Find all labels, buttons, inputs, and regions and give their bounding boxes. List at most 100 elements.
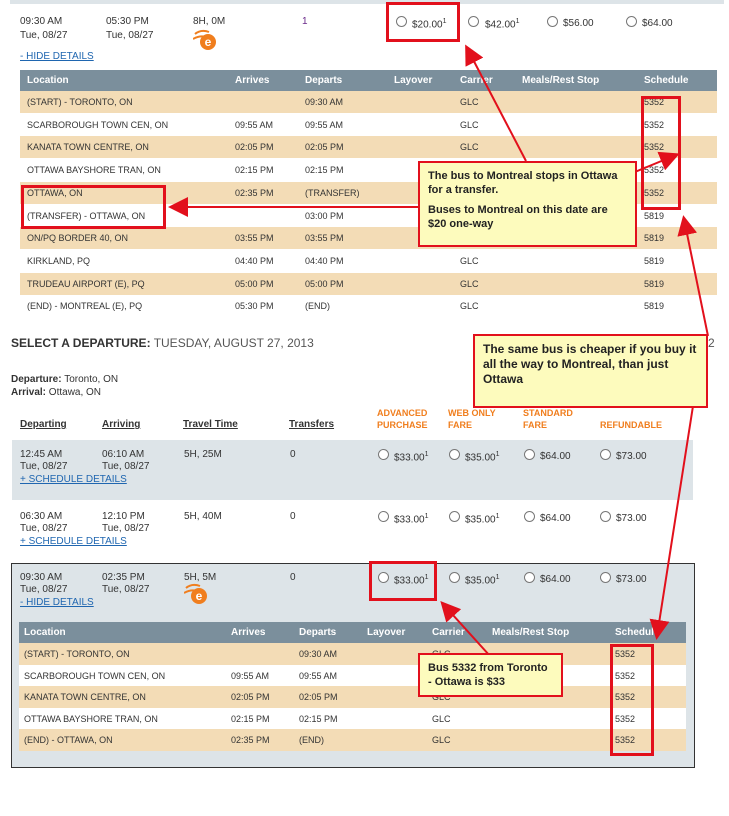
cell-departs: 05:00 PM <box>305 278 344 289</box>
fare-radio[interactable] <box>524 511 535 522</box>
top-fare-radio-2[interactable] <box>468 16 479 27</box>
cell-arrives: 05:30 PM <box>235 301 274 312</box>
cell-arrives: 02:05 PM <box>231 692 270 703</box>
top-fare-price-4: $64.00 <box>642 18 673 29</box>
cell-departs: 02:15 PM <box>299 713 338 724</box>
fare-radio[interactable] <box>524 449 535 460</box>
option-depart-time: 06:30 AM <box>20 511 63 522</box>
option-depart-date: Tue, 08/27 <box>20 584 68 595</box>
fare-radio[interactable] <box>600 511 611 522</box>
sort-arriving[interactable]: Arriving <box>102 419 141 430</box>
fare-radio[interactable] <box>449 572 460 583</box>
cell-arrives: 03:55 PM <box>235 233 274 244</box>
top-fare-price-1: $20.001 <box>412 18 447 31</box>
option-travel-time: 5H, 5M <box>184 572 217 583</box>
top-fare-radio-1[interactable] <box>396 16 407 27</box>
top-hide-details-link[interactable]: - HIDE DETAILS <box>20 51 94 62</box>
top-schedule-row: (END) - MONTREAL (E), PQ 05:30 PM (END) GLC… <box>20 295 717 318</box>
fare-price: $73.00 <box>616 513 647 524</box>
option-arrive-time: 02:35 PM <box>102 572 145 583</box>
cell-carrier: GLC <box>460 278 479 289</box>
option-depart-time: 09:30 AM <box>20 572 63 583</box>
top-arrive-time: 05:30 PM <box>106 16 149 27</box>
cell-carrier: GLC <box>460 119 479 130</box>
col-schedule: Schedule <box>644 75 689 86</box>
cell-location: (TRANSFER) - OTTAWA, ON <box>27 210 146 221</box>
option-arrive-date: Tue, 08/27 <box>102 584 150 595</box>
cell-departs: 09:55 AM <box>299 670 338 681</box>
cell-departs: 09:30 AM <box>299 649 338 659</box>
top-schedule-row: SCARBOROUGH TOWN CEN, ON 09:55 AM 09:55 AM… <box>20 113 717 136</box>
top-schedule-row: KANATA TOWN CENTRE, ON 02:05 PM 02:05 PM GL… <box>20 136 717 159</box>
cell-departs: (END) <box>305 301 330 312</box>
cell-carrier: GLC <box>432 713 451 724</box>
cell-location: SCARBOROUGH TOWN CEN, ON <box>24 670 166 681</box>
top-depart-time: 09:30 AM <box>20 16 63 27</box>
col-location: Location <box>24 627 66 638</box>
top-fare-radio-3[interactable] <box>547 16 558 27</box>
fare-radio[interactable] <box>524 572 535 583</box>
cell-carrier: GLC <box>460 301 479 312</box>
top-option-panel <box>10 0 724 72</box>
cell-carrier: GLC <box>432 692 451 703</box>
callout-cheaper: The same bus is cheaper if you buy it al… <box>473 334 708 408</box>
fare-refundable-header: REFUNDABLE <box>600 420 662 430</box>
option-depart-date: Tue, 08/27 <box>20 461 68 472</box>
fare-radio[interactable] <box>449 449 460 460</box>
col-departs: Departs <box>299 627 337 638</box>
fare-radio[interactable] <box>378 449 389 460</box>
cell-departs: 03:55 PM <box>305 233 344 244</box>
col-arrives: Arrives <box>235 75 270 86</box>
cell-location: (END) - OTTAWA, ON <box>24 735 113 746</box>
top-arrive-date: Tue, 08/27 <box>106 30 154 41</box>
top-fare-price-3: $56.00 <box>563 18 594 29</box>
cell-arrives: 09:55 AM <box>235 119 274 130</box>
cell-carrier: GLC <box>460 142 479 153</box>
top-schedule-header: Location Arrives Departs Layover Carrier… <box>20 70 717 91</box>
option-details-link[interactable]: + SCHEDULE DETAILS <box>20 474 127 485</box>
sort-transfers[interactable]: Transfers <box>289 419 335 430</box>
callout-transfer: The bus to Montreal stops in Ottawa for … <box>418 161 637 247</box>
cell-schedule: 5352 <box>615 649 636 659</box>
bottom-schedule-header: Location Arrives Departs Layover Carrier… <box>19 622 686 643</box>
cell-arrives: 02:35 PM <box>235 187 274 198</box>
col-carrier: Carrier <box>460 75 493 86</box>
col-meals: Meals/Rest Stop <box>492 627 570 638</box>
col-arrives: Arrives <box>231 627 266 638</box>
option-arrive-time: 12:10 PM <box>102 511 145 522</box>
top-transfers: 1 <box>302 16 308 27</box>
option-details-link[interactable]: + SCHEDULE DETAILS <box>20 536 127 547</box>
option-details-link[interactable]: - HIDE DETAILS <box>20 597 94 608</box>
fare-standard-header: STANDARD FARE <box>523 408 573 430</box>
fare-advanced-purchase-header: ADVANCED PURCHASE <box>377 408 428 430</box>
cell-schedule: 5352 <box>615 670 636 681</box>
sort-departing[interactable]: Departing <box>20 419 67 430</box>
option-1-panel <box>12 440 693 500</box>
option-travel-time: 5H, 40M <box>184 511 222 522</box>
cell-departs: 03:00 PM <box>305 210 344 221</box>
fare-radio[interactable] <box>449 511 460 522</box>
fare-radio[interactable] <box>600 449 611 460</box>
col-carrier: Carrier <box>432 627 465 638</box>
col-location: Location <box>27 75 69 86</box>
fare-radio[interactable] <box>600 572 611 583</box>
cell-carrier: GLC <box>460 255 479 266</box>
cell-schedule: 5819 <box>644 233 665 244</box>
cell-schedule: 5352 <box>615 692 636 703</box>
fare-price: $35.001 <box>465 451 500 464</box>
highlight-bottom-schedule-5352 <box>610 644 654 756</box>
cell-location: KANATA TOWN CENTRE, ON <box>27 142 149 153</box>
sort-travel-time[interactable]: Travel Time <box>183 419 238 430</box>
cell-departs: 04:40 PM <box>305 255 344 266</box>
fare-radio[interactable] <box>378 572 389 583</box>
bottom-schedule-row: (END) - OTTAWA, ON 02:35 PM (END) GLC 5352 <box>19 729 686 752</box>
col-departs: Departs <box>305 75 343 86</box>
col-layover: Layover <box>394 75 433 86</box>
top-depart-date: Tue, 08/27 <box>20 30 68 41</box>
fare-price: $35.001 <box>465 513 500 526</box>
top-fare-radio-4[interactable] <box>626 16 637 27</box>
fare-price: $64.00 <box>540 451 571 462</box>
fare-radio[interactable] <box>378 511 389 522</box>
cell-schedule: 5352 <box>644 165 665 176</box>
